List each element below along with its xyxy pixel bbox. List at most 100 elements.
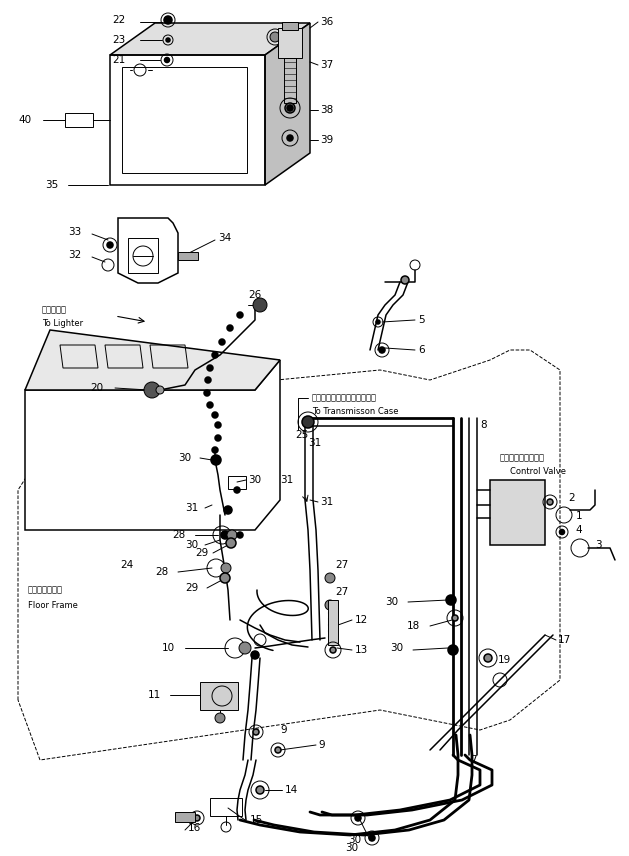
Circle shape [285,103,295,113]
Text: 36: 36 [320,17,333,27]
Text: 22: 22 [112,15,125,25]
Text: 23: 23 [112,35,125,45]
Text: コントロールバルブ: コントロールバルブ [500,454,545,462]
Circle shape [270,32,280,42]
Bar [65,113,93,127]
Text: 20: 20 [90,383,103,393]
Text: 31: 31 [185,503,198,513]
Circle shape [224,506,232,514]
Circle shape [401,276,409,284]
Text: 24: 24 [120,560,133,570]
Circle shape [547,499,553,505]
Polygon shape [110,23,310,55]
Text: 26: 26 [248,290,261,300]
Text: 30: 30 [390,643,403,653]
Circle shape [325,573,335,583]
Text: 27: 27 [335,560,348,570]
Text: 28: 28 [155,567,168,577]
Text: 31: 31 [308,438,321,448]
Text: 31: 31 [280,475,293,485]
Text: 31: 31 [320,497,333,507]
Bar [178,252,198,260]
Text: 40: 40 [18,115,31,125]
Circle shape [165,57,169,62]
Circle shape [206,365,213,372]
Text: 30: 30 [385,597,398,607]
Bar [282,22,298,30]
Circle shape [164,16,172,24]
Text: 37: 37 [320,60,333,70]
Text: 6: 6 [418,345,425,355]
Bar [175,812,195,822]
Circle shape [484,654,492,662]
Circle shape [214,435,221,442]
Text: 2: 2 [568,493,575,503]
Text: 15: 15 [250,815,264,825]
Circle shape [379,347,385,353]
Bar [328,600,338,645]
Bar [128,238,158,273]
Text: 9: 9 [280,725,287,735]
Circle shape [376,320,380,324]
Text: 5: 5 [418,315,425,325]
Circle shape [206,401,213,408]
Circle shape [287,105,293,111]
Text: 16: 16 [188,823,201,833]
Text: 10: 10 [162,643,175,653]
Text: 38: 38 [320,105,333,115]
Circle shape [369,835,375,841]
Circle shape [253,298,267,312]
Circle shape [211,455,221,465]
Bar [284,58,296,103]
Text: 7: 7 [470,755,477,765]
Circle shape [275,747,281,753]
Circle shape [325,600,335,610]
Text: 30: 30 [248,475,261,485]
Circle shape [166,38,170,42]
Text: 19: 19 [498,655,511,665]
Circle shape [107,242,113,248]
Circle shape [256,786,264,794]
Bar [110,55,265,185]
Circle shape [287,135,293,141]
Circle shape [237,532,243,538]
Bar [278,28,302,58]
Circle shape [156,386,164,394]
Text: 30: 30 [348,835,361,845]
Text: Floor Frame: Floor Frame [28,602,78,610]
Polygon shape [25,330,280,390]
Circle shape [227,530,237,540]
Bar [122,67,247,173]
Text: 30: 30 [345,843,358,853]
Text: 21: 21 [112,55,125,65]
Bar [200,682,238,710]
Circle shape [226,324,233,331]
Text: 9: 9 [318,740,325,750]
Text: 4: 4 [575,525,582,535]
Text: 12: 12 [355,615,368,625]
Polygon shape [265,23,310,185]
Circle shape [251,651,259,659]
Circle shape [194,815,200,821]
Text: 27: 27 [335,587,348,597]
Circle shape [226,538,236,548]
Circle shape [215,713,225,723]
Text: 3: 3 [595,540,601,550]
Text: 29: 29 [185,583,198,593]
Circle shape [237,312,243,318]
Text: 35: 35 [45,180,58,190]
Circle shape [221,563,231,573]
Circle shape [214,421,221,429]
Text: ライターへ: ライターへ [42,306,67,314]
Text: 30: 30 [178,453,191,463]
Circle shape [239,642,251,654]
Circle shape [448,645,458,655]
Text: 28: 28 [172,530,186,540]
Bar [490,480,545,545]
Text: 32: 32 [68,250,81,260]
Polygon shape [118,218,178,283]
Circle shape [452,615,458,621]
Text: 11: 11 [148,690,161,700]
Circle shape [144,382,160,398]
Circle shape [302,416,314,428]
